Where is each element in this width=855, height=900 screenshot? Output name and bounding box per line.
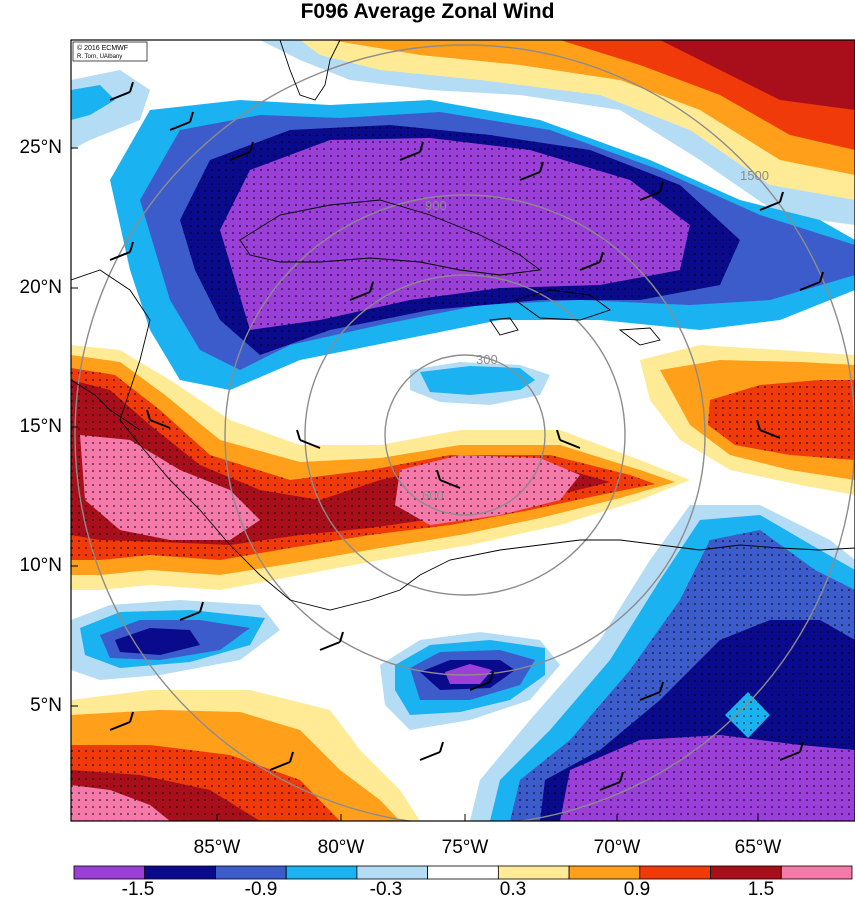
wind-barbs [109, 81, 824, 791]
shaded-field [71, 40, 855, 821]
range-rings [74, 44, 855, 821]
colorbar-swatch [73, 865, 146, 880]
colorbar-swatch [568, 865, 641, 880]
colorbar-swatch [427, 865, 499, 880]
lat-label-10n: 10°N [19, 555, 62, 576]
colorbar-swatch [356, 865, 429, 880]
ring-label-600: 600 [422, 488, 444, 503]
colorbar-label-0-9: 0.9 [623, 879, 651, 900]
range-ring-labels: 300 600 900 1500 [422, 168, 769, 503]
colorbar-swatch [497, 865, 570, 880]
lat-label-20n: 20°N [19, 277, 62, 298]
credit-line-1: © 2016 ECMWF [77, 44, 128, 52]
colorbar-swatch [710, 865, 782, 880]
map-frame [70, 39, 855, 822]
lat-label-5n: 5°N [30, 695, 62, 716]
colorbar [73, 865, 853, 880]
coastlines [71, 40, 855, 611]
credit-box: © 2016 ECMWF R. Torn, UAlbany [72, 41, 148, 62]
lon-label-85w: 85°W [193, 837, 241, 858]
colorbar-swatch [639, 865, 711, 880]
colorbar-label-1-5: 1.5 [747, 879, 775, 900]
ring-label-300: 300 [476, 352, 498, 367]
axis-ticks [71, 147, 759, 821]
colorbar-swatch [285, 865, 358, 880]
colorbar-label-neg-1-5: -1.5 [121, 879, 155, 900]
lat-label-25n: 25°N [19, 137, 62, 158]
credit-line-2: R. Torn, UAlbany [77, 54, 122, 60]
lat-label-15n: 15°N [19, 416, 62, 437]
colorbar-label-neg-0-3: -0.3 [369, 879, 403, 900]
map-title: F096 Average Zonal Wind [300, 0, 555, 23]
ring-label-900: 900 [425, 198, 447, 213]
colorbar-swatch [780, 865, 853, 880]
lon-label-80w: 80°W [317, 837, 365, 858]
colorbar-swatch [144, 865, 216, 880]
colorbar-label-neg-0-9: -0.9 [244, 879, 278, 900]
colorbar-label-0-3: 0.3 [499, 879, 527, 900]
lon-label-75w: 75°W [441, 837, 489, 858]
lon-label-70w: 70°W [593, 837, 641, 858]
colorbar-swatch [215, 865, 287, 880]
ring-label-1500: 1500 [740, 168, 769, 183]
lon-label-65w: 65°W [734, 837, 782, 858]
